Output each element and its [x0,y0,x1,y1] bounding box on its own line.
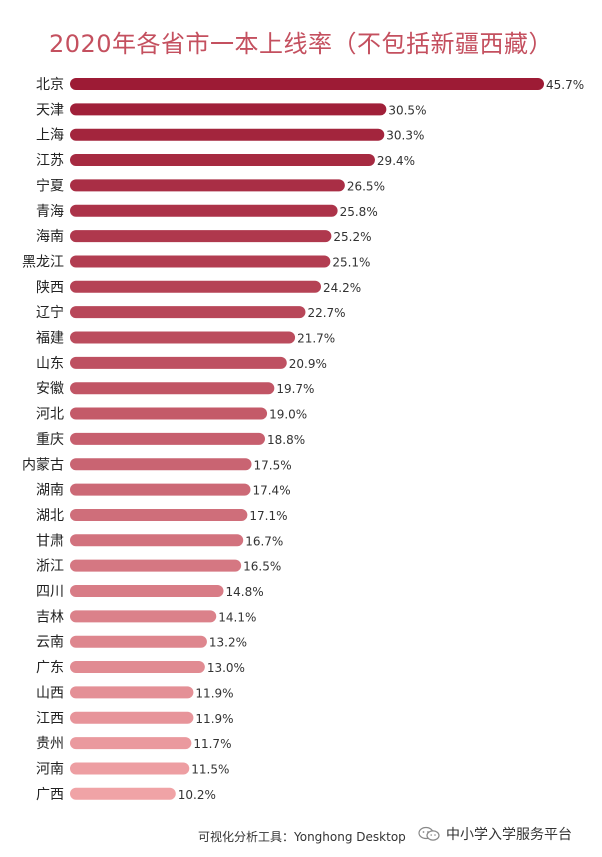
category-label: 山东 [36,356,64,372]
value-label: 17.5% [254,458,292,472]
category-label: 宁夏 [36,177,64,194]
bar [70,585,224,597]
bar [70,280,322,293]
value-label: 16.5% [243,560,281,574]
bar [70,382,275,395]
category-label: 安徽 [36,381,64,397]
bar [70,356,287,369]
bar [70,483,251,496]
bar [70,306,306,319]
category-label: 北京 [36,77,64,93]
value-label: 30.3% [386,129,424,143]
bar [70,78,544,90]
bar [70,508,248,521]
category-label: 江西 [36,711,64,727]
value-label: 16.7% [245,534,283,548]
chart-title: 2020年各省市一本上线率（不包括新疆西藏） [48,30,554,58]
category-label: 黑龙江 [22,254,64,270]
bar [70,103,387,116]
category-label: 湖北 [36,508,64,524]
category-label: 浙江 [36,559,64,575]
brand-name: 中小学入学服务平台 [446,827,572,843]
category-label: 内蒙古 [22,457,64,473]
value-label: 25.2% [333,230,371,244]
value-label: 11.7% [193,737,231,751]
category-label: 天津 [36,102,64,118]
bar [70,432,265,445]
value-label: 19.7% [276,382,314,396]
value-label: 25.1% [332,255,370,269]
bar [70,787,176,800]
value-label: 24.2% [323,281,361,295]
category-label: 吉林 [36,609,64,625]
category-label: 湖南 [36,483,64,499]
category-label: 重庆 [36,432,64,448]
value-label: 13.0% [207,661,245,675]
category-label: 云南 [36,635,64,651]
bar [70,635,207,648]
value-label: 17.4% [252,484,290,498]
category-label: 甘肃 [36,533,64,549]
category-label: 青海 [36,204,64,220]
bar [70,154,375,167]
category-label: 辽宁 [36,304,64,321]
value-label: 22.7% [307,306,345,320]
category-label: 贵州 [36,736,64,752]
category-label: 四川 [36,584,64,600]
bar [70,661,205,674]
bar [70,255,331,268]
bar [70,230,332,243]
bar [70,559,242,572]
bar [70,610,217,623]
category-label: 山西 [36,685,64,701]
bar [70,458,252,471]
value-label: 14.1% [218,610,256,624]
value-label: 45.7% [546,78,584,92]
category-label: 广东 [36,660,64,676]
category-label: 上海 [36,128,64,144]
bar [70,534,244,547]
category-label: 陕西 [36,280,64,296]
source-note: 可视化分析工具：Yonghong Desktop [198,830,406,844]
value-label: 10.2% [178,788,216,802]
value-label: 21.7% [297,332,335,346]
category-label: 海南 [36,229,64,245]
bar [70,128,385,141]
value-label: 25.8% [340,205,378,219]
value-label: 26.5% [347,179,385,193]
value-label: 14.8% [226,585,264,599]
value-label: 20.9% [289,357,327,371]
category-label: 江苏 [36,153,64,169]
value-label: 11.9% [195,712,233,726]
bar [70,686,194,699]
bar [70,737,192,750]
category-label: 河北 [36,407,64,423]
bar [70,204,338,217]
bar [70,407,268,420]
value-label: 18.8% [267,433,305,447]
value-label: 13.2% [209,636,247,650]
bar [70,762,190,775]
category-label: 广西 [36,787,64,803]
value-label: 30.5% [388,103,426,117]
bar [70,179,345,192]
wechat-icon [418,826,440,841]
value-label: 19.0% [269,408,307,422]
bar [70,711,194,724]
category-label: 福建 [36,331,64,347]
value-label: 11.5% [191,762,229,776]
brand-watermark: 中小学入学服务平台 [418,824,572,844]
bar [70,331,296,344]
value-label: 17.1% [249,509,287,523]
category-label: 河南 [36,761,64,777]
value-label: 11.9% [195,686,233,700]
value-label: 29.4% [377,154,415,168]
